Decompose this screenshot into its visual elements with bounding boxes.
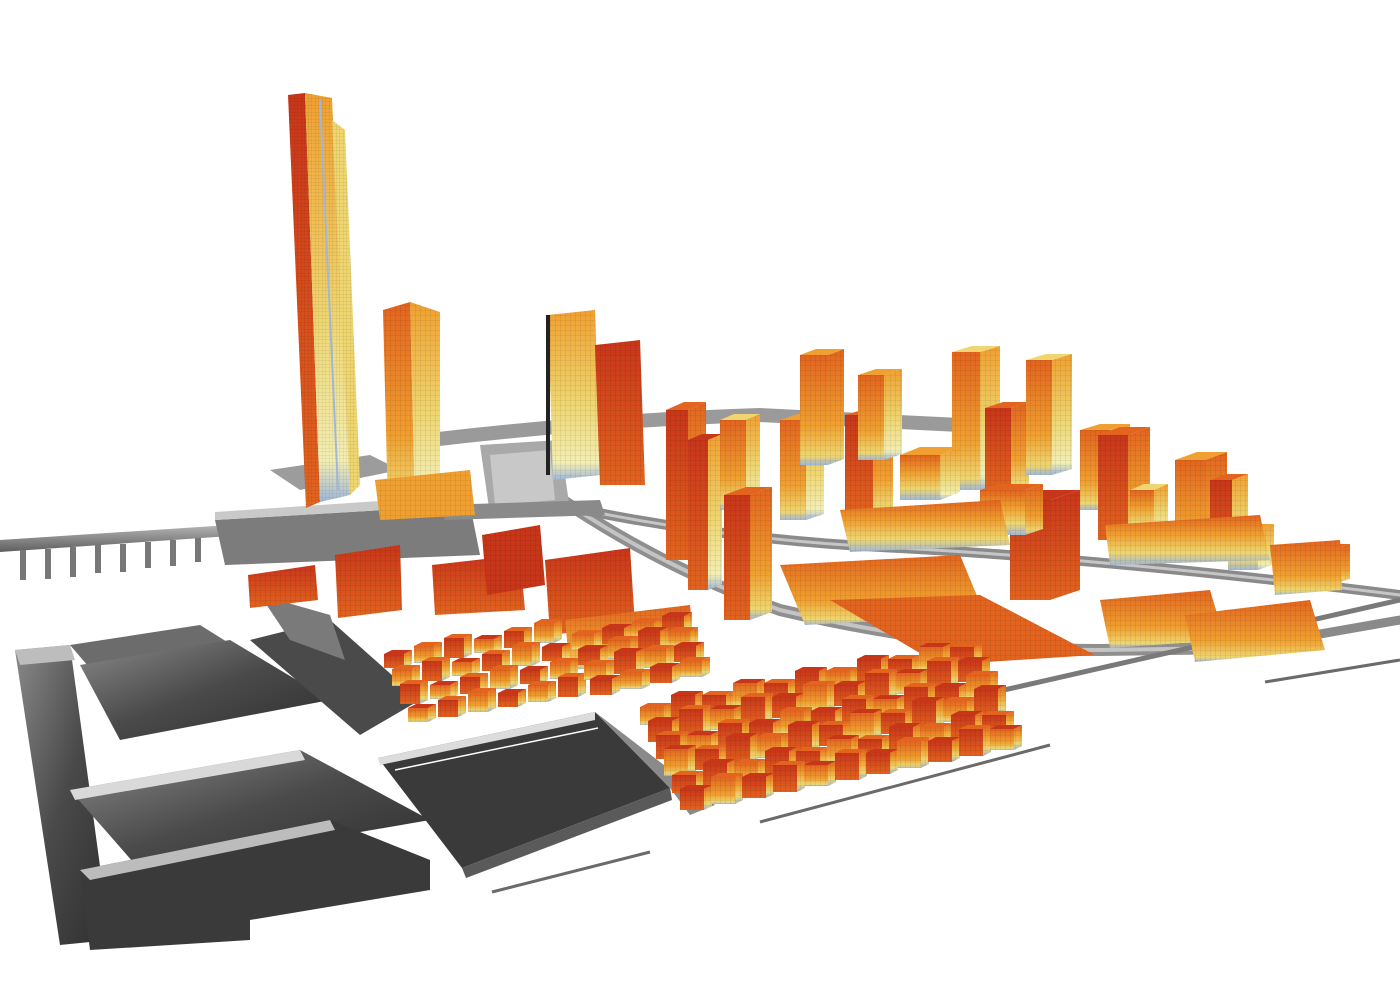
village-house-8: [422, 657, 450, 681]
village-house-103: [897, 737, 929, 768]
village-house-4: [474, 635, 502, 653]
village-house-23: [528, 681, 556, 702]
village-house-20: [438, 696, 466, 717]
village-house-16: [490, 665, 518, 689]
supertall-tower: [288, 93, 360, 508]
midrise-tower-5: [780, 414, 824, 520]
midrise-tower-8: [858, 369, 902, 460]
village-house-78: [788, 721, 820, 752]
village-house-3: [444, 634, 472, 658]
village-house-106: [990, 725, 1022, 750]
midrise-tower-2: [688, 434, 722, 590]
village-house-82: [912, 697, 944, 728]
village-house-19: [408, 704, 436, 722]
village-house-38: [620, 669, 650, 689]
village-house-22: [498, 689, 526, 707]
podium-blocks: [248, 500, 1342, 670]
village-house-6: [534, 619, 562, 643]
village-house-55: [741, 693, 773, 724]
village-house-39: [650, 663, 680, 683]
village-house-98: [742, 773, 774, 798]
village-house-101: [835, 749, 867, 780]
village-house-14: [430, 681, 458, 699]
village-house-59: [865, 669, 897, 700]
village-house-57: [803, 681, 835, 712]
village-house-9: [452, 658, 480, 676]
tower-pair-west: [375, 302, 475, 520]
village-house-34: [614, 648, 644, 674]
village-house-18: [550, 658, 578, 679]
village-house-104: [928, 737, 960, 762]
midrise-tower-3: [720, 414, 760, 510]
village-house-80: [850, 709, 882, 740]
village-house-17: [520, 666, 548, 684]
tower-pair-central: [546, 310, 645, 485]
midrise-tower-11: [1026, 354, 1072, 475]
village-house-100: [804, 761, 836, 786]
village-house-105: [959, 725, 991, 756]
village-house-97: [711, 773, 743, 804]
lowrise-village-grid: [384, 612, 1022, 810]
village-house-37: [590, 675, 620, 695]
village-house-61: [927, 657, 959, 688]
midrise-tower-20: [900, 447, 960, 500]
village-house-96: [680, 785, 712, 810]
village-house-99: [773, 761, 805, 792]
village-house-11: [512, 642, 540, 666]
village-house-40: [680, 657, 710, 677]
village-house-12: [542, 643, 570, 661]
village-house-13: [400, 680, 428, 704]
village-house-84: [974, 685, 1006, 716]
village-house-21: [468, 688, 496, 712]
midrise-tower-10: [985, 402, 1029, 490]
elevated-viaduct-west: [0, 525, 230, 580]
village-house-24: [558, 673, 586, 697]
village-house-102: [866, 749, 898, 774]
village-house-74: [664, 745, 696, 776]
context-block-west: [15, 595, 430, 950]
midrise-tower-4: [724, 487, 772, 620]
village-house-53: [679, 705, 711, 736]
context-block-south: [378, 658, 1400, 894]
village-house-41: [640, 703, 672, 725]
midrise-tower-6: [800, 349, 844, 465]
village-house-76: [726, 733, 758, 764]
village-house-1: [384, 650, 412, 668]
